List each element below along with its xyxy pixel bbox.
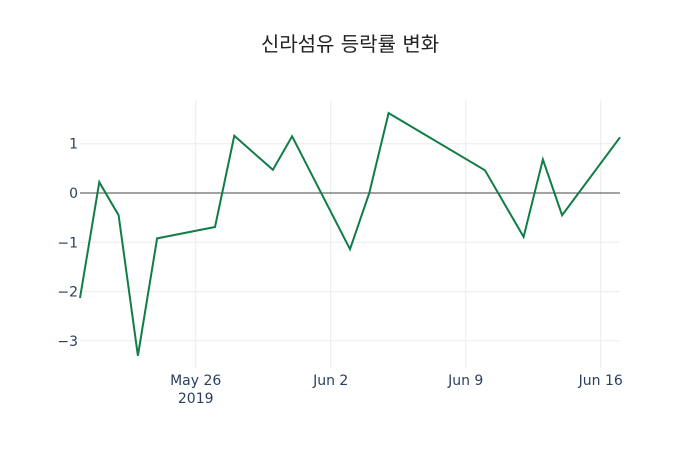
y-tick-label: 0 [69, 186, 78, 202]
y-tick-label: −2 [57, 285, 78, 301]
y-axis: 1 0 −1 −2 −3 [57, 137, 78, 350]
series-line[interactable] [79, 111, 621, 356]
gridlines [80, 100, 620, 368]
x-tick-label: Jun 2 [312, 373, 348, 389]
y-tick-label: −3 [57, 334, 78, 350]
y-tick-label: 1 [69, 137, 78, 153]
x-tick-label: May 26 [170, 373, 221, 389]
x-axis: May 26 2019 Jun 2 Jun 9 Jun 16 [170, 373, 623, 407]
x-tick-label: Jun 9 [447, 373, 483, 389]
series-polyline[interactable] [79, 111, 621, 356]
y-tick-label: −1 [57, 235, 78, 251]
x-tick-label: Jun 16 [578, 373, 623, 389]
x-tick-year-label: 2019 [178, 391, 214, 407]
chart-title: 신라섬유 등락률 변화 [260, 32, 440, 56]
